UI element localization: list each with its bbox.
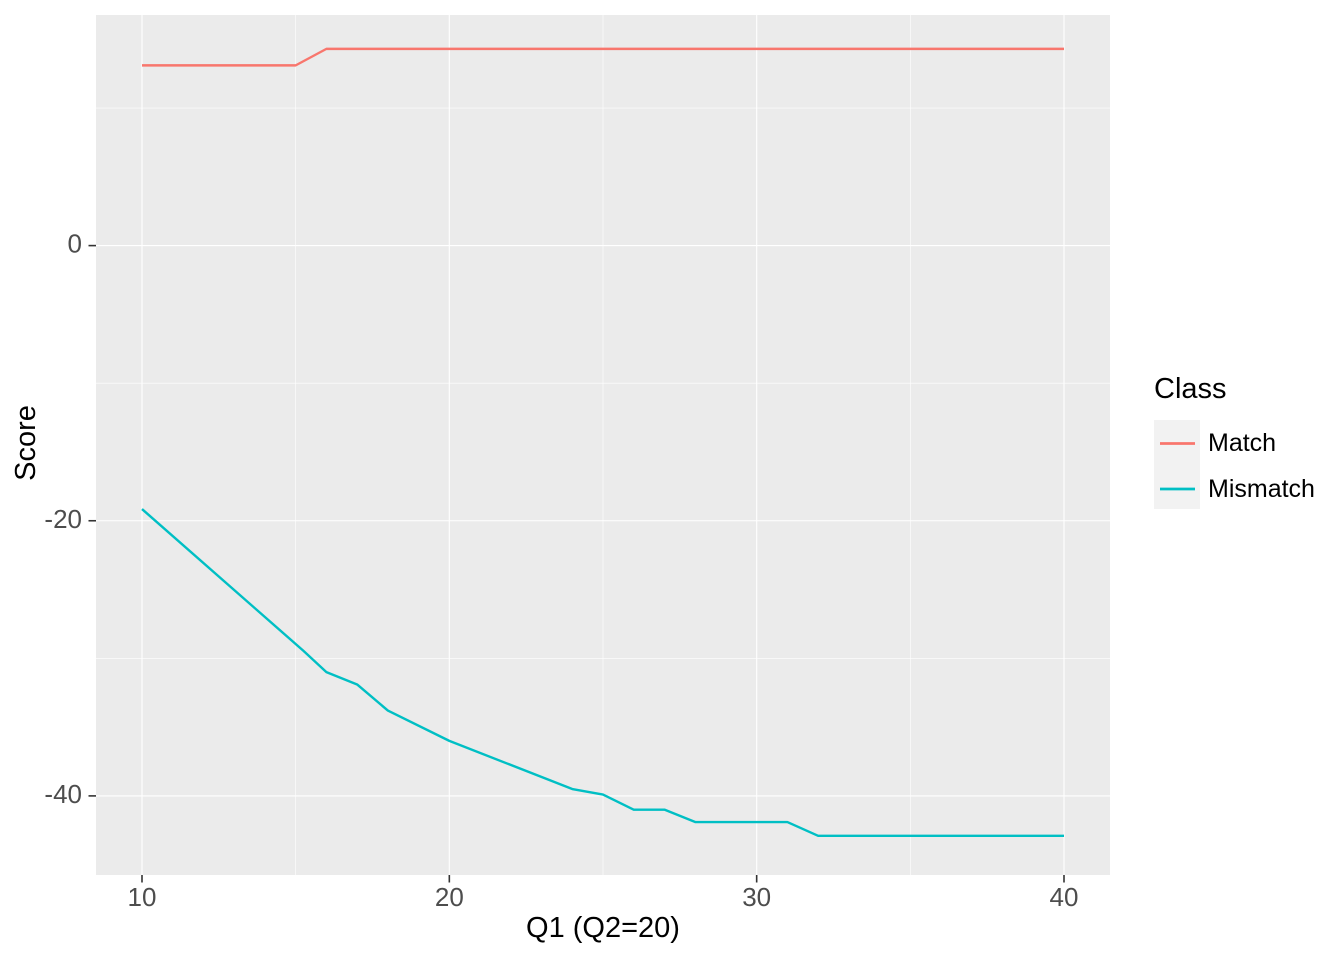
svg-text:-40: -40 <box>44 779 82 809</box>
svg-text:Q1 (Q2=20): Q1 (Q2=20) <box>526 912 680 944</box>
svg-text:Mismatch: Mismatch <box>1208 475 1315 503</box>
svg-text:0: 0 <box>68 229 82 259</box>
svg-text:10: 10 <box>128 882 157 912</box>
svg-text:-20: -20 <box>44 504 82 534</box>
svg-text:40: 40 <box>1050 882 1079 912</box>
svg-text:Class: Class <box>1154 373 1227 405</box>
svg-text:30: 30 <box>742 882 771 912</box>
svg-text:20: 20 <box>435 882 464 912</box>
svg-text:Score: Score <box>10 405 42 481</box>
svg-text:Match: Match <box>1208 429 1276 457</box>
